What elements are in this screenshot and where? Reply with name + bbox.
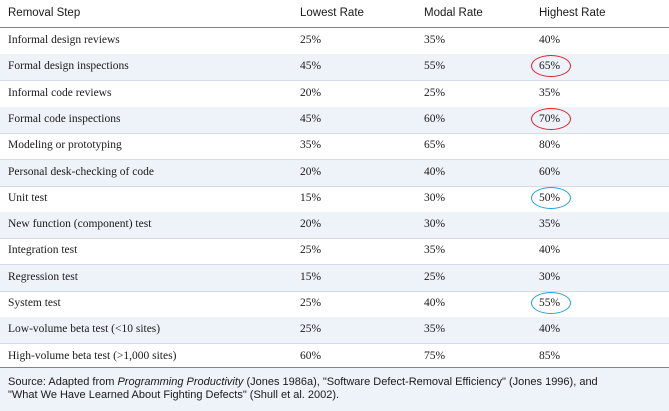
cell-highest-rate: 30% — [539, 270, 561, 283]
cell-removal-step: Integration test — [8, 244, 78, 257]
source-text: Source: Adapted from Programming Product… — [8, 376, 648, 402]
table-row: Formal design inspections 45% 55% 65% — [0, 54, 669, 82]
cell-lowest-rate: 15% — [300, 270, 322, 283]
table-row: Integration test 25% 35% 40% — [0, 238, 669, 266]
cell-modal-rate: 65% — [424, 139, 446, 152]
cell-removal-step: New function (component) test — [8, 218, 152, 231]
table-row: Personal desk-checking of code 20% 40% 60% — [0, 159, 669, 187]
cell-lowest-rate: 20% — [300, 165, 322, 178]
cell-modal-rate: 35% — [424, 244, 446, 257]
cell-highest-rate: 35% — [539, 86, 561, 99]
cell-modal-rate: 25% — [424, 86, 446, 99]
cell-lowest-rate: 45% — [300, 112, 322, 125]
source-line2: "What We Have Learned About Fighting Def… — [8, 389, 340, 401]
cell-modal-rate: 35% — [424, 323, 446, 336]
blue-highlight-circle — [531, 292, 571, 314]
table-row: Unit test 15% 30% 50% — [0, 186, 669, 213]
cell-removal-step: Regression test — [8, 270, 78, 283]
cell-lowest-rate: 60% — [300, 349, 322, 362]
cell-removal-step: Low-volume beta test (<10 sites) — [8, 323, 161, 336]
cell-modal-rate: 30% — [424, 218, 446, 231]
cell-highest-rate: 40% — [539, 244, 561, 257]
cell-lowest-rate: 25% — [300, 34, 322, 46]
header-modal-rate: Modal Rate — [424, 7, 483, 19]
table-header-row: Removal Step Lowest Rate Modal Rate High… — [0, 0, 669, 28]
cell-modal-rate: 40% — [424, 297, 446, 309]
cell-highest-rate: 60% — [539, 165, 561, 178]
header-removal-step: Removal Step — [8, 7, 81, 19]
cell-modal-rate: 25% — [424, 270, 446, 283]
table-row: Informal code reviews 20% 25% 35% — [0, 81, 669, 108]
cell-highest-rate: 40% — [539, 323, 561, 336]
cell-highest-rate: 85% — [539, 349, 561, 362]
cell-modal-rate: 60% — [424, 112, 446, 125]
cell-removal-step: Informal design reviews — [8, 34, 120, 46]
cell-removal-step: System test — [8, 297, 61, 309]
cell-lowest-rate: 20% — [300, 86, 322, 99]
table-row: Informal design reviews 25% 35% 40% — [0, 28, 669, 55]
table-row: New function (component) test 20% 30% 35% — [0, 212, 669, 240]
header-highest-rate: Highest Rate — [539, 7, 606, 19]
cell-lowest-rate: 15% — [300, 191, 322, 204]
cell-removal-step: Personal desk-checking of code — [8, 165, 154, 178]
cell-lowest-rate: 25% — [300, 297, 322, 309]
blue-highlight-circle — [531, 186, 571, 209]
cell-removal-step: Formal code inspections — [8, 112, 121, 125]
red-highlight-circle — [531, 55, 571, 78]
source-rest-line1: (Jones 1986a), "Software Defect-Removal … — [243, 376, 598, 388]
cell-removal-step: Unit test — [8, 191, 48, 204]
cell-lowest-rate: 25% — [300, 244, 322, 257]
cell-removal-step: Informal code reviews — [8, 86, 112, 99]
cell-removal-step: High-volume beta test (>1,000 sites) — [8, 349, 177, 362]
table-row: Modeling or prototyping 35% 65% 80% — [0, 133, 669, 161]
table-row: Low-volume beta test (<10 sites) 25% 35% 40… — [0, 317, 669, 345]
cell-lowest-rate: 35% — [300, 139, 322, 152]
table-row: Regression test 15% 25% 30% — [0, 264, 669, 292]
cell-modal-rate: 35% — [424, 34, 446, 46]
red-highlight-circle — [531, 107, 571, 130]
cell-highest-rate: 40% — [539, 34, 561, 46]
cell-modal-rate: 55% — [424, 60, 446, 73]
cell-modal-rate: 75% — [424, 349, 446, 362]
cell-removal-step: Formal design inspections — [8, 60, 129, 73]
cell-lowest-rate: 45% — [300, 60, 322, 73]
cell-removal-step: Modeling or prototyping — [8, 139, 122, 152]
cell-lowest-rate: 25% — [300, 323, 322, 336]
table-row: Formal code inspections 45% 60% 70% — [0, 106, 669, 134]
cell-highest-rate: 80% — [539, 139, 561, 152]
cell-modal-rate: 30% — [424, 191, 446, 204]
cell-modal-rate: 40% — [424, 165, 446, 178]
cell-lowest-rate: 20% — [300, 218, 322, 231]
header-lowest-rate: Lowest Rate — [300, 7, 364, 19]
source-book-title: Programming Productivity — [117, 376, 244, 388]
source-prefix: Source: Adapted from — [8, 376, 118, 388]
source-note: Source: Adapted from Programming Product… — [0, 367, 669, 411]
cell-highest-rate: 35% — [539, 218, 561, 231]
table-row: System test 25% 40% 55% — [0, 291, 669, 318]
